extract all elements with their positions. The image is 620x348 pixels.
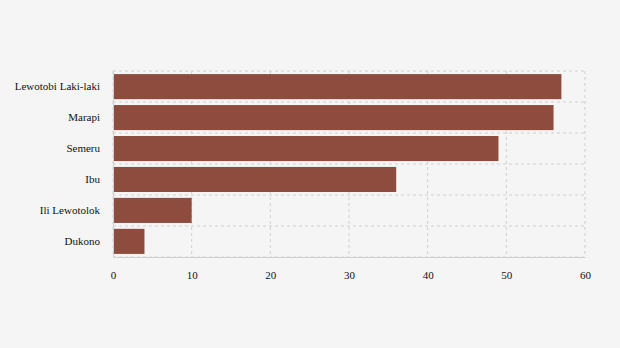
x-tick: 0 <box>111 257 117 281</box>
x-tick-label: 20 <box>265 269 277 281</box>
y-tick: Marapi <box>68 111 113 123</box>
x-tick-label: 0 <box>111 269 117 281</box>
y-tick: Ili Lewotolok <box>40 204 113 216</box>
x-tick-label: 40 <box>423 269 435 281</box>
band-line <box>113 133 585 134</box>
bars <box>113 74 561 254</box>
x-tick: 30 <box>344 257 356 281</box>
plot: 0 10 20 30 40 50 60 Lewotobi Laki-laki Marapi Sem… <box>15 71 592 281</box>
y-axis: Lewotobi Laki-laki Marapi Semeru Ibu Ili Lew… <box>15 72 114 258</box>
x-tick: 40 <box>423 257 435 281</box>
band-line <box>113 195 585 196</box>
x-tick: 10 <box>187 257 199 281</box>
y-tick-label: Marapi <box>68 111 100 123</box>
x-tick-label: 60 <box>580 269 592 281</box>
bar <box>113 167 396 192</box>
grid <box>113 71 585 257</box>
band-line <box>113 102 585 103</box>
band-line <box>113 71 585 72</box>
y-tick: Semeru <box>66 142 113 154</box>
chart: 0 10 20 30 40 50 60 Lewotobi Laki-laki Marapi Sem… <box>0 0 620 348</box>
y-tick-label: Lewotobi Laki-laki <box>15 80 100 92</box>
x-axis-line <box>114 257 586 258</box>
band-line <box>113 257 585 258</box>
x-tick: 50 <box>501 257 513 281</box>
bar <box>113 136 498 161</box>
y-tick: Dukono <box>65 235 113 247</box>
x-axis: 0 10 20 30 40 50 60 <box>111 257 592 281</box>
bar <box>113 74 561 99</box>
x-tick: 20 <box>265 257 277 281</box>
band-line <box>113 164 585 165</box>
band-line <box>113 226 585 227</box>
bar <box>113 229 144 254</box>
y-tick-label: Ili Lewotolok <box>40 204 101 216</box>
x-tick: 60 <box>580 257 592 281</box>
y-tick-label: Semeru <box>66 142 100 154</box>
y-axis-line <box>113 72 114 258</box>
y-tick-label: Dukono <box>65 235 101 247</box>
x-tick-label: 50 <box>501 269 513 281</box>
grid-line <box>113 71 114 257</box>
y-tick: Ibu <box>85 173 113 185</box>
bar <box>113 198 192 223</box>
bar <box>113 105 554 130</box>
y-tick-label: Ibu <box>85 173 100 185</box>
x-tick-label: 30 <box>344 269 356 281</box>
x-tick-label: 10 <box>187 269 199 281</box>
y-tick: Lewotobi Laki-laki <box>15 80 113 92</box>
